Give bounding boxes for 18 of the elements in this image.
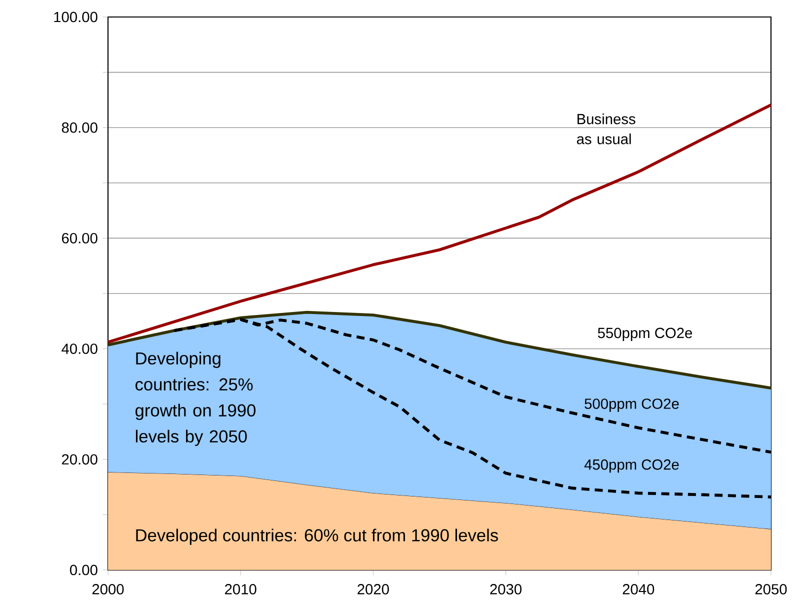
y-tick-label: 80.00 bbox=[62, 122, 98, 133]
x-tick-label: 2040 bbox=[622, 584, 654, 594]
series-label: 450ppm CO2e bbox=[584, 459, 679, 473]
y-tick-label: 60.00 bbox=[62, 233, 98, 244]
y-tick-label: 40.00 bbox=[62, 344, 98, 354]
series-label: Business as usual bbox=[576, 113, 636, 144]
y-tick-label: 20.00 bbox=[62, 454, 98, 465]
x-tick-label: 2020 bbox=[358, 584, 389, 594]
x-tick-label: 2010 bbox=[225, 584, 256, 594]
series-label: Developing countries: 25% growth on 1990 levels by 2050 bbox=[136, 352, 256, 446]
x-tick-label: 2000 bbox=[92, 584, 124, 594]
series-label: 500ppm CO2e bbox=[584, 398, 679, 412]
x-tick-label: 2050 bbox=[755, 584, 787, 594]
y-tick-label: 100.00 bbox=[54, 12, 98, 22]
y-tick-label: 0.00 bbox=[70, 564, 98, 576]
x-tick-label: 2030 bbox=[490, 584, 522, 594]
series-label: Developed countries: 60% cut from 1990 levels bbox=[136, 528, 498, 545]
series-label: 550ppm CO2e bbox=[598, 328, 692, 342]
